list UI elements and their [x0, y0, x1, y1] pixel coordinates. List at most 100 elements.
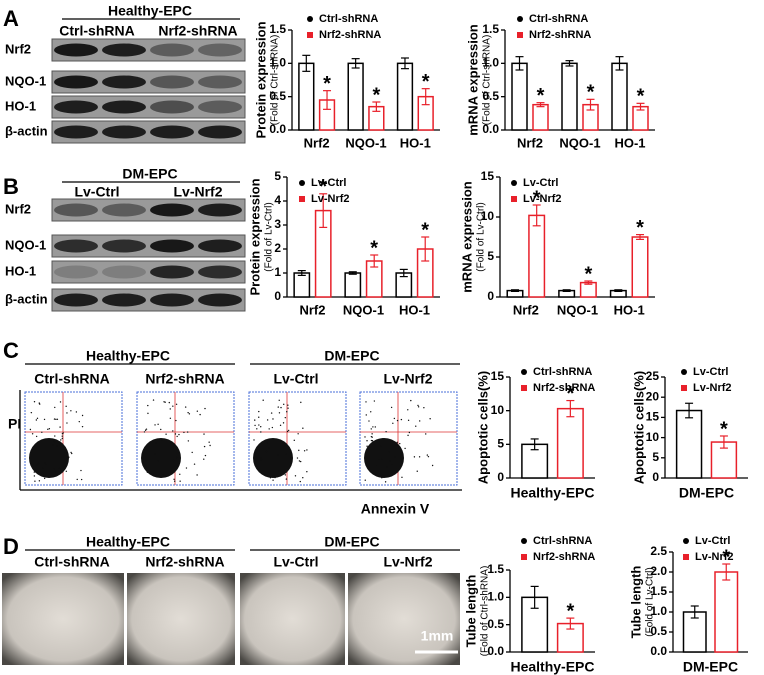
cell-dot [42, 471, 44, 474]
cell-dot [65, 470, 68, 473]
cell-dot [172, 430, 174, 432]
label: Healthy-EPC [86, 534, 170, 550]
legend-label: Ctrl-shRNA [533, 366, 592, 378]
bar [611, 62, 628, 131]
cell-dot [254, 419, 256, 421]
cell-dot [56, 418, 59, 420]
cell-dot [141, 461, 144, 463]
label: Ctrl-shRNA [34, 371, 109, 387]
cell-dot [160, 428, 162, 431]
y-axis-note: (Fold of Ctrl-shRNA) [480, 566, 491, 657]
x-tick-label: NQO-1 [557, 302, 598, 317]
cell-dot [169, 417, 172, 420]
cell-dot [407, 434, 409, 437]
label: DM-EPC [324, 534, 379, 550]
cell-dot [299, 480, 301, 483]
y-tick-label: 1.0 [269, 56, 286, 70]
y-tick-label: 1.0 [487, 590, 504, 604]
cell-dot [277, 406, 279, 408]
label: Nrf2 [5, 41, 31, 56]
blot-band [102, 75, 146, 89]
label: Lv-Ctrl [273, 554, 318, 570]
bar [293, 272, 311, 298]
legend-marker [681, 385, 687, 391]
cell-dot [208, 441, 210, 443]
cell-dot [35, 435, 38, 438]
y-axis-title: Tube length [628, 566, 643, 639]
blot-band [198, 100, 242, 114]
significance: * [584, 263, 592, 285]
cell-dot [268, 428, 270, 430]
cell-dot [370, 435, 373, 438]
cell-dot [378, 459, 380, 461]
legend-label: Ctrl-shRNA [319, 13, 378, 25]
y-tick-label: 0 [652, 470, 659, 484]
x-tick-label: Nrf2 [299, 302, 325, 317]
y-tick-label: 10 [491, 403, 505, 417]
label: Lv-Ctrl [74, 184, 119, 200]
cell-dot [404, 447, 406, 450]
cell-dot [78, 420, 80, 423]
x-tick-label: NQO-1 [559, 135, 600, 150]
blot-band [150, 43, 194, 57]
cell-dot [66, 412, 68, 414]
cell-dot [364, 436, 366, 438]
cell-dot [401, 476, 403, 479]
y-axis-title: mRNA expression [459, 181, 474, 293]
cell-dot [143, 448, 145, 450]
blot-strip [51, 234, 246, 258]
cell-dot [55, 418, 57, 421]
cell-dot [169, 408, 171, 410]
cell-dot [269, 477, 272, 479]
x-tick-label: HO-1 [400, 135, 431, 150]
legend-marker [521, 538, 527, 544]
significance: * [637, 86, 645, 108]
cell-dot [287, 404, 289, 406]
legend-marker [511, 180, 517, 186]
error-bar [421, 88, 430, 106]
cell-dot [373, 400, 376, 402]
error-bar [566, 399, 575, 418]
y-tick-label: 25 [646, 369, 660, 383]
legend-label: Nrf2-shRNA [533, 551, 595, 563]
cell-dot [155, 442, 157, 444]
blot-strip [51, 38, 246, 62]
blot-band [54, 265, 98, 279]
blot-band [150, 203, 194, 217]
blot-strip [51, 260, 246, 284]
cell-dot [81, 414, 84, 417]
cell-dot [282, 442, 284, 444]
blot-band [150, 125, 194, 139]
cell-dot [417, 404, 419, 407]
cell-cloud [364, 438, 404, 478]
y-tick-label: 0.0 [487, 644, 504, 658]
significance: * [566, 383, 574, 405]
cell-dot [30, 411, 33, 414]
cell-dot [366, 445, 368, 447]
blot-band [198, 125, 242, 139]
error-bar [421, 236, 430, 262]
y-tick-label: 5 [274, 169, 281, 183]
cell-dot [302, 427, 304, 429]
panel-letter: A [3, 6, 19, 31]
cell-dot [31, 433, 34, 435]
blot-band [54, 239, 98, 253]
legend-label: Lv-Ctrl [311, 177, 346, 189]
cell-dot [278, 399, 280, 402]
label: Nrf2-shRNA [145, 554, 224, 570]
cell-dot [203, 433, 205, 435]
legend-label: Nrf2-shRNA [533, 382, 595, 394]
cell-dot [282, 422, 285, 424]
y-tick-label: 4 [274, 193, 281, 207]
y-tick-label: 2.5 [650, 544, 667, 558]
bar [556, 407, 584, 479]
cell-dot [279, 424, 282, 427]
cell-dot [65, 405, 67, 407]
legend-marker [683, 538, 689, 544]
cell-dot [272, 479, 274, 481]
cell-dot [204, 454, 207, 457]
label: HO-1 [5, 98, 36, 113]
blot-band [150, 239, 194, 253]
cell-dot [408, 431, 411, 434]
cell-dot [199, 413, 201, 416]
